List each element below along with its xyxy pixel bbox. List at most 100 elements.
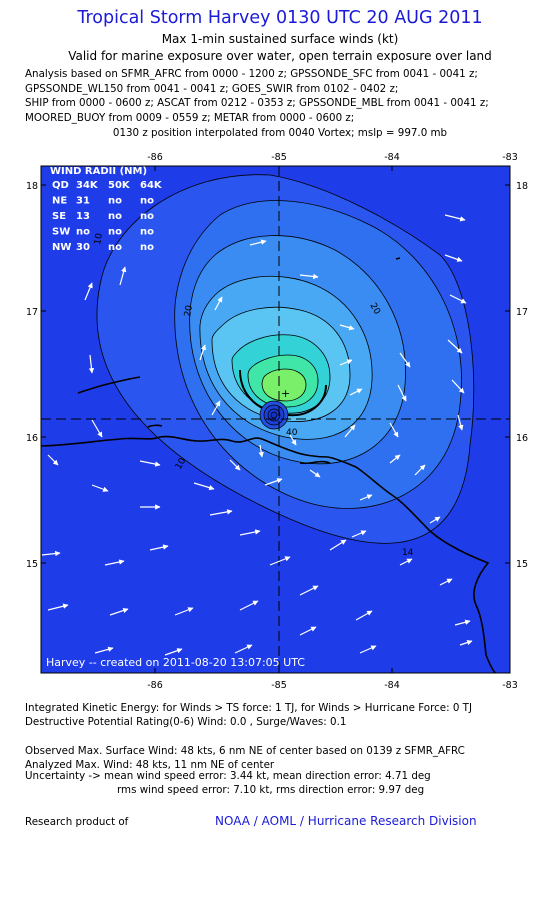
- wind-radii-cell: 50K: [108, 180, 131, 191]
- max-wind-summary: Observed Max. Surface Wind: 48 kts, 6 nm…: [25, 744, 465, 772]
- wind-vector: [209, 509, 233, 516]
- wind-vector: [91, 484, 109, 492]
- wind-vector: [119, 266, 127, 286]
- wind-vector: [109, 607, 129, 616]
- analyzed-max-line: Analyzed Max. Wind: 48 kts, 11 nm NE of …: [25, 759, 275, 771]
- noaa-link[interactable]: NOAA / AOML / Hurricane Research Divisio…: [215, 814, 477, 828]
- coastline: [41, 257, 497, 673]
- observed-max-line: Observed Max. Surface Wind: 48 kts, 6 nm…: [25, 745, 465, 757]
- wind-radii-cell: no: [140, 211, 154, 222]
- wind-vector: [84, 282, 93, 301]
- wind-vector: [139, 460, 161, 467]
- wind-vector: [389, 422, 399, 438]
- wind-radii-cell: no: [140, 227, 154, 238]
- wind-radii-cell: 13: [76, 211, 90, 222]
- wind-radii-cell: no: [108, 227, 122, 238]
- energy-summary: Integrated Kinetic Energy: for Winds > T…: [25, 701, 472, 729]
- lat-tick-label: 18: [516, 181, 528, 192]
- lon-tick-label: -85: [271, 152, 287, 163]
- island-utila: [147, 424, 163, 428]
- analysis-line: MOORED_BUOY from 0009 - 0559 z; METAR fr…: [25, 111, 355, 124]
- wind-vector: [289, 434, 297, 446]
- lon-tick-label: -84: [384, 152, 400, 163]
- wind-vector: [174, 607, 194, 616]
- page-title: Tropical Storm Harvey 0130 UTC 20 AUG 20…: [77, 8, 483, 28]
- wind-radii-cell: no: [140, 196, 154, 207]
- wind-radii-table: WIND RADII (NM) QD 34K 50K 64K NE 31 no no SE 13 n…: [50, 166, 163, 253]
- lon-tick-label: -83: [502, 680, 518, 691]
- wind-vector: [264, 478, 283, 486]
- position-note: 0130 z position interpolated from 0040 V…: [112, 127, 448, 139]
- wind-radii-cell: 30: [76, 242, 90, 253]
- wind-radii-cell: SW: [52, 227, 70, 238]
- island-roatan: [77, 376, 141, 394]
- wind-vector: [459, 639, 473, 646]
- wind-vector: [309, 469, 321, 478]
- wind-vector: [351, 530, 367, 538]
- wind-vector: [329, 539, 347, 551]
- map-axes: -86 -86 -85 -85 -84 -84 -83 -83 18 18 17 17 16 16 15 15: [26, 152, 528, 691]
- wind-vector: [359, 494, 373, 501]
- wind-vector: [41, 550, 61, 557]
- lat-tick-label: 17: [516, 307, 528, 318]
- wind-radii-cell: no: [140, 242, 154, 253]
- wind-vector: [457, 414, 464, 431]
- wind-radii-cell: 34K: [76, 180, 99, 191]
- map-credit: Harvey -- created on 2011-08-20 13:07:05…: [46, 656, 305, 669]
- wind-vector: [47, 603, 69, 611]
- wind-vector: [193, 482, 215, 491]
- wind-radii-cell: QD: [52, 180, 69, 191]
- wind-vector: [444, 254, 463, 262]
- wind-vector: [414, 464, 426, 476]
- wind-vector: [339, 359, 353, 366]
- wind-vector: [269, 556, 291, 566]
- wind-radii-cell: no: [76, 227, 90, 238]
- wind-radii-cell: no: [108, 196, 122, 207]
- wind-vector: [47, 454, 59, 466]
- wind-vector: [359, 645, 377, 654]
- wind-vector: [439, 578, 453, 586]
- subtitle-wind-type: Max 1-min sustained surface winds (kt): [161, 32, 399, 46]
- contour-label: 14: [402, 548, 414, 558]
- wind-radii-cell: 64K: [140, 180, 163, 191]
- lon-tick-label: -84: [384, 680, 400, 691]
- wind-vector: [239, 600, 259, 611]
- wind-radii-cell: SE: [52, 211, 66, 222]
- center-crosshairs: [41, 166, 510, 673]
- wind-vector: [355, 610, 373, 621]
- wind-vector: [229, 459, 241, 471]
- wind-contours: [96, 174, 475, 544]
- wind-vector: [449, 294, 467, 304]
- wind-radii-cell: NW: [52, 242, 71, 253]
- wind-vector: [397, 384, 407, 402]
- lat-tick-label: 16: [516, 433, 528, 444]
- analysis-line: Analysis based on SFMR_AFRC from 0000 - …: [25, 68, 478, 80]
- wind-vectors: [41, 214, 473, 656]
- analysis-line: SHIP from 0000 - 0600 z; ASCAT from 0212…: [25, 97, 489, 109]
- contour-label: 40: [286, 428, 298, 438]
- wind-vector: [164, 648, 183, 656]
- lon-tick-label: -83: [502, 152, 518, 163]
- wind-vector: [344, 424, 356, 438]
- lat-tick-label: 16: [26, 433, 38, 444]
- wind-vector: [299, 585, 319, 596]
- wind-vector: [104, 559, 125, 566]
- wind-vector: [349, 388, 363, 396]
- wind-vector: [258, 444, 264, 458]
- analysis-line: GPSSONDE_WL150 from 0041 - 0041 z; GOES_…: [25, 82, 399, 95]
- coast-segment: [299, 460, 331, 465]
- uncertainty-summary: Uncertainty -> mean wind speed error: 3.…: [25, 769, 431, 797]
- wind-vector: [399, 558, 413, 566]
- contour-label: 20: [183, 304, 195, 317]
- mainland-coast: [41, 435, 497, 673]
- contour-core-45: [261, 368, 307, 402]
- subtitle-exposure: Valid for marine exposure over water, op…: [68, 49, 492, 63]
- wind-vector: [389, 454, 401, 464]
- wind-radii-cell: no: [108, 242, 122, 253]
- wind-vector: [239, 529, 261, 536]
- wind-vector: [339, 324, 355, 331]
- wind-vector: [454, 619, 471, 626]
- wind-vector: [399, 352, 411, 368]
- lon-tick-label: -85: [271, 680, 287, 691]
- wind-vector: [429, 516, 441, 524]
